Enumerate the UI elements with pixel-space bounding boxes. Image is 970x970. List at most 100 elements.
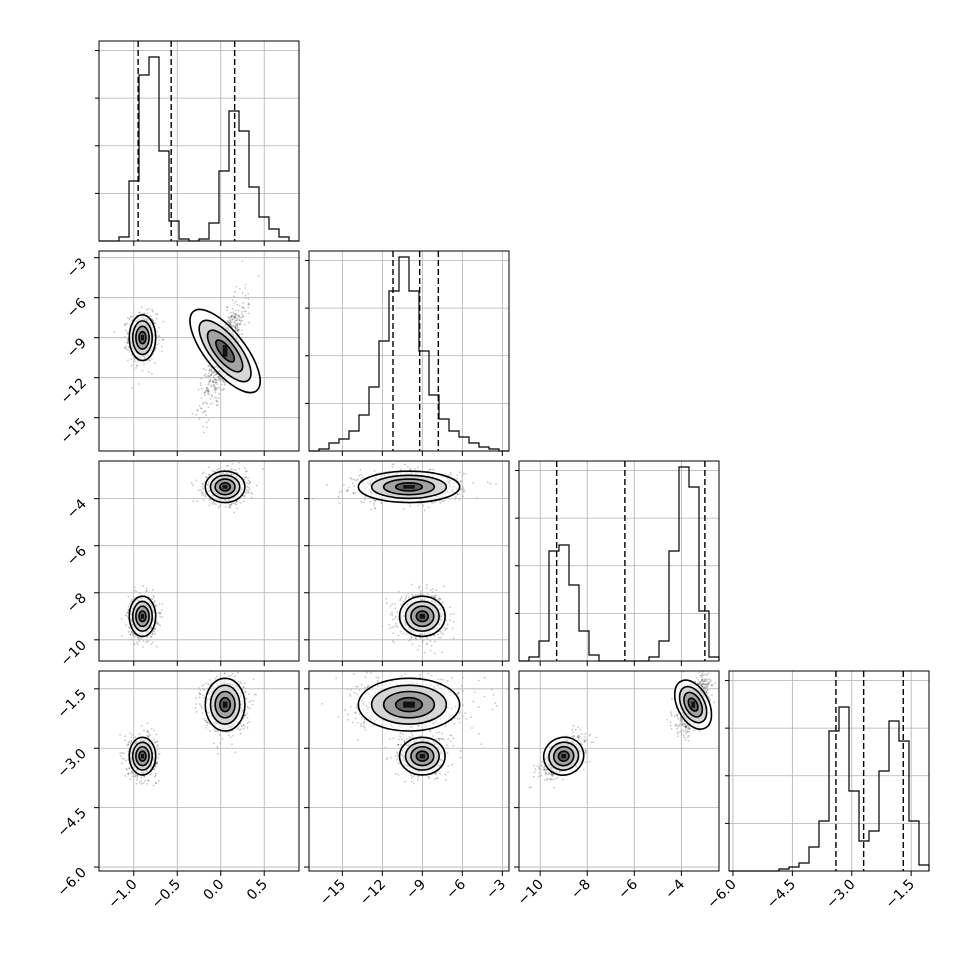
scatter-point (244, 310, 247, 313)
scatter-point (212, 381, 215, 383)
scatter-point (227, 464, 230, 467)
scatter-point (147, 735, 150, 738)
scatter-point (229, 323, 232, 326)
scatter-point (128, 350, 131, 353)
scatter-point (370, 508, 373, 511)
scatter-point (121, 751, 124, 754)
scatter-point (246, 481, 248, 484)
scatter-point (134, 775, 136, 778)
scatter-point (145, 587, 148, 590)
scatter-point (249, 491, 252, 494)
scatter-point (135, 590, 137, 593)
scatter-point (147, 735, 149, 738)
scatter-point (389, 627, 392, 630)
scatter-point (130, 387, 133, 389)
scatter-point (426, 592, 429, 595)
scatter-point (442, 633, 444, 635)
scatter-point (229, 317, 232, 320)
scatter-point (210, 371, 213, 373)
scatter-point (200, 377, 203, 380)
scatter-point (206, 392, 209, 395)
scatter-point (240, 502, 243, 504)
scatter-point (151, 598, 154, 601)
scatter-point (417, 587, 420, 589)
scatter-point (158, 752, 161, 755)
scatter-point (234, 326, 237, 329)
scatter-point (128, 346, 130, 349)
scatter-point (202, 411, 205, 414)
scatter-point (244, 287, 247, 289)
scatter-point (246, 489, 248, 492)
scatter-point (234, 315, 237, 318)
scatter-point (235, 300, 237, 303)
scatter-point (190, 482, 193, 484)
scatter-point (235, 500, 238, 503)
scatter-point (160, 609, 163, 611)
scatter-point (207, 382, 210, 384)
scatter-point (234, 502, 236, 505)
scatter-point (391, 465, 394, 468)
scatter-point (199, 688, 202, 691)
scatter-point (218, 504, 221, 507)
scatter-point (157, 334, 160, 337)
scatter-point (352, 478, 355, 481)
scatter-point (242, 315, 245, 318)
scatter-point (213, 389, 216, 392)
scatter-point (394, 607, 397, 610)
scatter-point (150, 636, 153, 639)
scatter-point (462, 495, 465, 498)
scatter-point (369, 501, 372, 503)
scatter-point (241, 333, 243, 335)
scatter-point (237, 329, 240, 332)
scatter-point (135, 778, 138, 781)
scatter-point (403, 463, 406, 466)
scatter-point (223, 381, 225, 384)
scatter-point (452, 612, 455, 615)
scatter-point (405, 594, 408, 597)
scatter-point (211, 394, 213, 396)
scatter-point (234, 329, 237, 332)
scatter-point (229, 320, 231, 323)
scatter-point (125, 329, 127, 332)
scatter-point (402, 600, 405, 603)
scatter-point (391, 611, 393, 614)
scatter-point (391, 463, 394, 466)
scatter-point (127, 741, 130, 744)
scatter-point (205, 386, 208, 389)
scatter-point (352, 492, 355, 495)
scatter-point (215, 372, 218, 375)
scatter-point (236, 327, 239, 330)
scatter-point (195, 479, 198, 482)
scatter-point (160, 345, 163, 348)
scatter-point (207, 372, 210, 375)
scatter-point (432, 595, 435, 598)
scatter-point (221, 389, 224, 391)
scatter-point (243, 310, 246, 313)
scatter-point (240, 316, 243, 319)
scatter-point (243, 495, 246, 498)
scatter-point (248, 481, 251, 483)
scatter-point (228, 321, 231, 324)
scatter-point (417, 504, 419, 507)
scatter-point (213, 371, 216, 373)
scatter-point (397, 590, 400, 593)
scatter-point (211, 395, 213, 398)
scatter-point (231, 325, 233, 328)
scatter-point (233, 315, 235, 318)
scatter-point (234, 326, 237, 329)
scatter-point (147, 307, 150, 310)
scatter-point (442, 627, 445, 629)
scatter-point (354, 491, 357, 494)
scatter-point (199, 382, 202, 385)
scatter-point (242, 500, 245, 503)
scatter-point (146, 782, 148, 785)
scatter-point (362, 501, 365, 504)
scatter-point (155, 733, 158, 736)
scatter-point (129, 633, 132, 636)
scatter-point (127, 359, 129, 362)
scatter-point (151, 308, 153, 311)
scatter-point (439, 499, 441, 502)
scatter-point (155, 604, 158, 607)
scatter-point (221, 380, 224, 382)
scatter-point (209, 379, 211, 382)
